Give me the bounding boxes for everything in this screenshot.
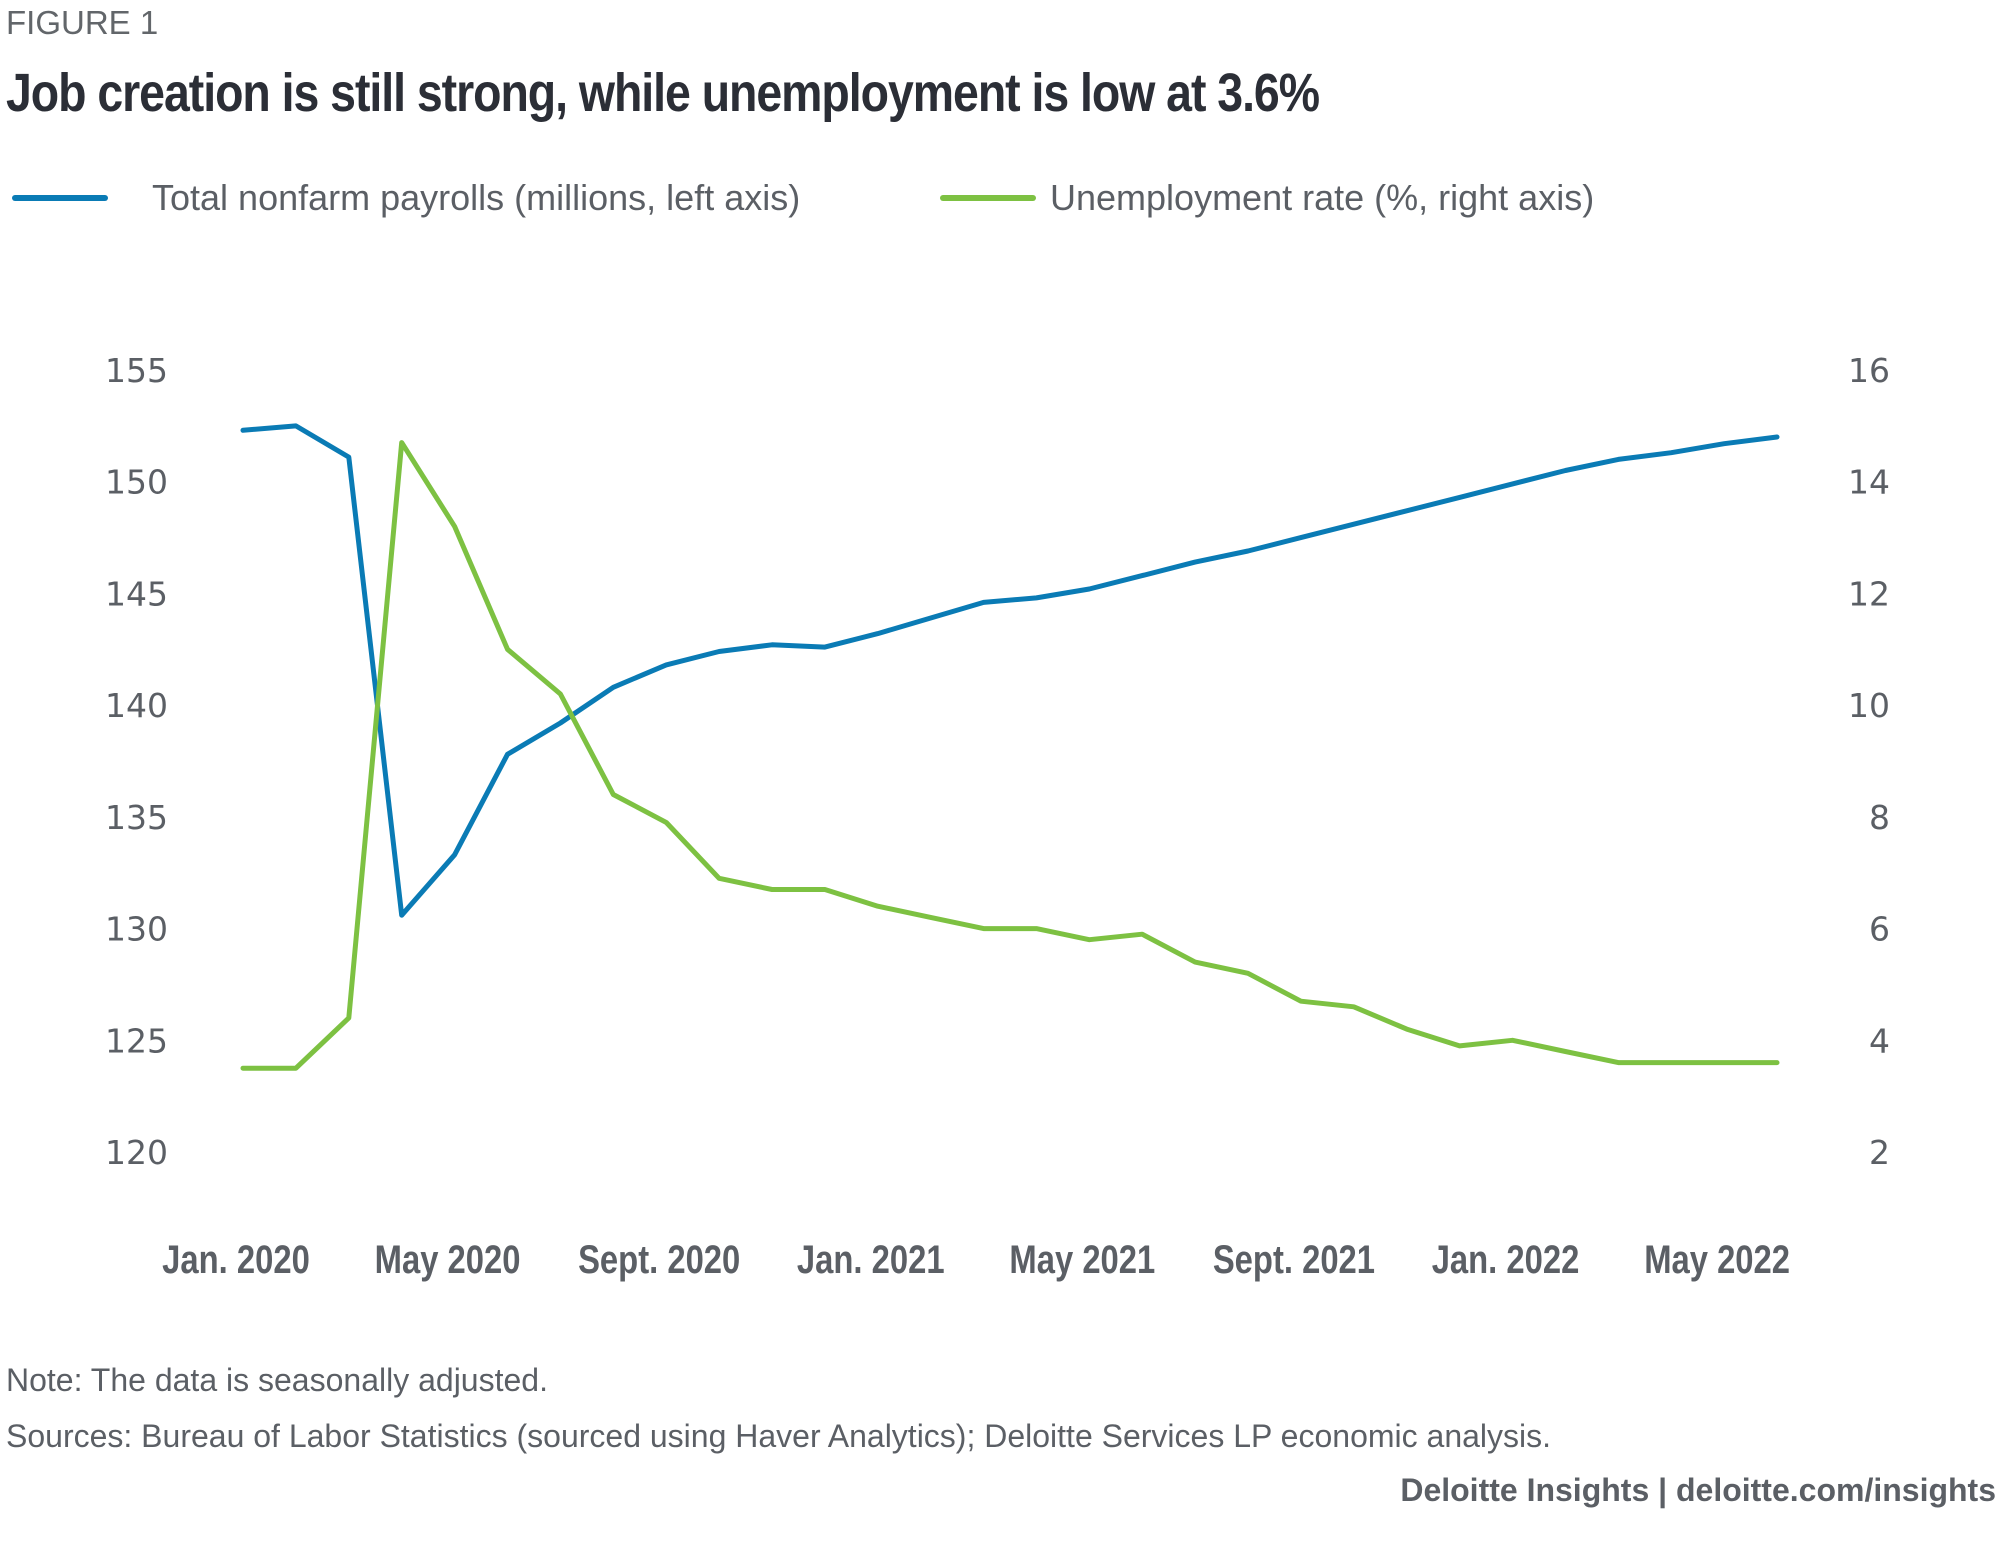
right-axis: 16 14 12 10 8 6 4 2 bbox=[1848, 351, 1890, 1172]
x-tick-label: Sept. 2021 bbox=[1213, 1237, 1375, 1282]
left-tick-label: 125 bbox=[105, 1021, 168, 1060]
left-tick-label: 120 bbox=[105, 1133, 168, 1172]
right-tick-label: 8 bbox=[1869, 798, 1890, 837]
x-tick-label: Jan. 2020 bbox=[162, 1237, 310, 1282]
left-axis: 155 150 145 140 135 130 125 120 bbox=[105, 351, 168, 1172]
right-tick-label: 4 bbox=[1869, 1021, 1890, 1060]
x-tick-label: May 2020 bbox=[375, 1237, 521, 1282]
legend-item-unemployment: Unemployment rate (%, right axis) bbox=[940, 175, 1594, 221]
footer-credit: Deloitte Insights | deloitte.com/insight… bbox=[1400, 1472, 1996, 1508]
left-tick-label: 145 bbox=[105, 574, 168, 613]
left-tick-label: 135 bbox=[105, 798, 168, 837]
chart-sources: Sources: Bureau of Labor Statistics (sou… bbox=[6, 1418, 1552, 1454]
x-tick-label: May 2022 bbox=[1644, 1237, 1790, 1282]
x-axis: Jan. 2020 May 2020 Sept. 2020 Jan. 2021 May … bbox=[162, 1237, 1790, 1282]
series-lines bbox=[240, 423, 1780, 1071]
x-tick-label: Jan. 2022 bbox=[1432, 1237, 1580, 1282]
legend-swatch-unemployment bbox=[940, 195, 1036, 201]
legend-item-payrolls: Total nonfarm payrolls (millions, left a… bbox=[12, 175, 800, 221]
right-tick-label: 14 bbox=[1848, 463, 1890, 502]
right-tick-label: 12 bbox=[1848, 574, 1890, 613]
chart-note: Note: The data is seasonally adjusted. bbox=[6, 1362, 548, 1398]
series-line-unemployment bbox=[240, 440, 1780, 1071]
right-tick-label: 6 bbox=[1869, 910, 1890, 949]
x-tick-label: May 2021 bbox=[1009, 1237, 1155, 1282]
x-tick-label: Sept. 2020 bbox=[578, 1237, 740, 1282]
legend-label-payrolls: Total nonfarm payrolls (millions, left a… bbox=[152, 177, 801, 218]
legend-label-unemployment: Unemployment rate (%, right axis) bbox=[1050, 177, 1595, 218]
chart-legend: Total nonfarm payrolls (millions, left a… bbox=[0, 175, 2000, 221]
right-tick-label: 16 bbox=[1848, 351, 1890, 390]
left-tick-label: 155 bbox=[105, 351, 168, 390]
left-tick-label: 130 bbox=[105, 910, 168, 949]
legend-swatch-payrolls bbox=[12, 195, 108, 201]
figure-label: FIGURE 1 bbox=[6, 4, 159, 41]
right-tick-label: 10 bbox=[1848, 686, 1890, 725]
right-tick-label: 2 bbox=[1869, 1133, 1890, 1172]
left-tick-label: 140 bbox=[105, 686, 168, 725]
series-line-payrolls bbox=[240, 423, 1780, 918]
x-tick-label: Jan. 2021 bbox=[797, 1237, 945, 1282]
chart-title: Job creation is still strong, while unem… bbox=[6, 63, 1320, 123]
left-tick-label: 150 bbox=[105, 463, 168, 502]
